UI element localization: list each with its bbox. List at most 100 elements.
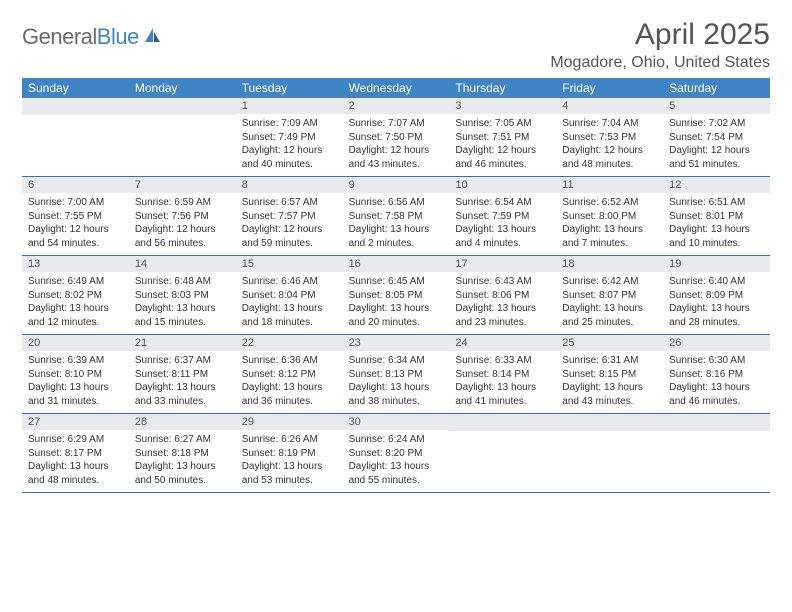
date-number: 5: [663, 98, 770, 114]
sunrise-text: Sunrise: 7:07 AM: [349, 117, 444, 131]
sunset-text: Sunset: 8:19 PM: [242, 447, 337, 461]
calendar-cell: [22, 98, 129, 176]
title-block: April 2025 Mogadore, Ohio, United States: [550, 18, 770, 72]
date-number: 17: [449, 256, 556, 272]
calendar-cell: 12Sunrise: 6:51 AMSunset: 8:01 PMDayligh…: [663, 177, 770, 255]
daylight-text: Daylight: 13 hours and 55 minutes.: [349, 460, 444, 487]
sunset-text: Sunset: 7:58 PM: [349, 210, 444, 224]
day-details: Sunrise: 6:29 AMSunset: 8:17 PMDaylight:…: [22, 430, 129, 491]
sunset-text: Sunset: 7:53 PM: [562, 131, 657, 145]
date-number: 1: [236, 98, 343, 114]
location-text: Mogadore, Ohio, United States: [550, 54, 770, 72]
date-number: 7: [129, 177, 236, 193]
date-number: 20: [22, 335, 129, 351]
daylight-text: Daylight: 12 hours and 43 minutes.: [349, 144, 444, 171]
date-number: 27: [22, 414, 129, 430]
day-header: Saturday: [663, 78, 770, 98]
logo-text-general: General: [22, 24, 97, 50]
sunset-text: Sunset: 8:11 PM: [135, 368, 230, 382]
date-number: 24: [449, 335, 556, 351]
day-header-row: SundayMondayTuesdayWednesdayThursdayFrid…: [22, 78, 770, 98]
sunrise-text: Sunrise: 7:02 AM: [669, 117, 764, 131]
sunset-text: Sunset: 8:02 PM: [28, 289, 123, 303]
day-details: Sunrise: 6:26 AMSunset: 8:19 PMDaylight:…: [236, 430, 343, 491]
daylight-text: Daylight: 13 hours and 25 minutes.: [562, 302, 657, 329]
day-details: Sunrise: 6:46 AMSunset: 8:04 PMDaylight:…: [236, 272, 343, 333]
sunrise-text: Sunrise: 6:45 AM: [349, 275, 444, 289]
sunrise-text: Sunrise: 6:42 AM: [562, 275, 657, 289]
calendar-cell: 22Sunrise: 6:36 AMSunset: 8:12 PMDayligh…: [236, 335, 343, 413]
sunset-text: Sunset: 8:03 PM: [135, 289, 230, 303]
day-header: Wednesday: [343, 78, 450, 98]
date-number: 21: [129, 335, 236, 351]
date-number: 10: [449, 177, 556, 193]
daylight-text: Daylight: 13 hours and 33 minutes.: [135, 381, 230, 408]
daylight-text: Daylight: 13 hours and 41 minutes.: [455, 381, 550, 408]
sail-icon: [143, 26, 163, 49]
sunrise-text: Sunrise: 6:40 AM: [669, 275, 764, 289]
calendar-cell: 18Sunrise: 6:42 AMSunset: 8:07 PMDayligh…: [556, 256, 663, 334]
day-details: Sunrise: 6:57 AMSunset: 7:57 PMDaylight:…: [236, 193, 343, 254]
empty-date-bar: [556, 414, 663, 431]
sunset-text: Sunset: 8:06 PM: [455, 289, 550, 303]
empty-date-bar: [129, 98, 236, 115]
week-row: 6Sunrise: 7:00 AMSunset: 7:55 PMDaylight…: [22, 177, 770, 256]
calendar-cell: 28Sunrise: 6:27 AMSunset: 8:18 PMDayligh…: [129, 414, 236, 492]
day-details: Sunrise: 6:33 AMSunset: 8:14 PMDaylight:…: [449, 351, 556, 412]
day-header: Monday: [129, 78, 236, 98]
calendar-cell: 27Sunrise: 6:29 AMSunset: 8:17 PMDayligh…: [22, 414, 129, 492]
day-details: Sunrise: 6:59 AMSunset: 7:56 PMDaylight:…: [129, 193, 236, 254]
sunrise-text: Sunrise: 6:30 AM: [669, 354, 764, 368]
daylight-text: Daylight: 13 hours and 7 minutes.: [562, 223, 657, 250]
calendar-cell: 15Sunrise: 6:46 AMSunset: 8:04 PMDayligh…: [236, 256, 343, 334]
calendar-cell: [449, 414, 556, 492]
sunrise-text: Sunrise: 6:51 AM: [669, 196, 764, 210]
week-row: 27Sunrise: 6:29 AMSunset: 8:17 PMDayligh…: [22, 414, 770, 493]
calendar-cell: 16Sunrise: 6:45 AMSunset: 8:05 PMDayligh…: [343, 256, 450, 334]
date-number: 23: [343, 335, 450, 351]
calendar-cell: 23Sunrise: 6:34 AMSunset: 8:13 PMDayligh…: [343, 335, 450, 413]
day-details: Sunrise: 6:42 AMSunset: 8:07 PMDaylight:…: [556, 272, 663, 333]
sunrise-text: Sunrise: 7:00 AM: [28, 196, 123, 210]
sunset-text: Sunset: 8:04 PM: [242, 289, 337, 303]
sunrise-text: Sunrise: 6:29 AM: [28, 433, 123, 447]
date-number: 22: [236, 335, 343, 351]
daylight-text: Daylight: 13 hours and 12 minutes.: [28, 302, 123, 329]
calendar-cell: 8Sunrise: 6:57 AMSunset: 7:57 PMDaylight…: [236, 177, 343, 255]
sunrise-text: Sunrise: 6:54 AM: [455, 196, 550, 210]
sunrise-text: Sunrise: 6:33 AM: [455, 354, 550, 368]
sunrise-text: Sunrise: 6:56 AM: [349, 196, 444, 210]
date-number: 29: [236, 414, 343, 430]
daylight-text: Daylight: 13 hours and 2 minutes.: [349, 223, 444, 250]
date-number: 26: [663, 335, 770, 351]
date-number: 15: [236, 256, 343, 272]
daylight-text: Daylight: 13 hours and 48 minutes.: [28, 460, 123, 487]
sunrise-text: Sunrise: 6:34 AM: [349, 354, 444, 368]
date-number: 25: [556, 335, 663, 351]
sunset-text: Sunset: 8:20 PM: [349, 447, 444, 461]
calendar-cell: 21Sunrise: 6:37 AMSunset: 8:11 PMDayligh…: [129, 335, 236, 413]
day-details: Sunrise: 6:48 AMSunset: 8:03 PMDaylight:…: [129, 272, 236, 333]
daylight-text: Daylight: 13 hours and 46 minutes.: [669, 381, 764, 408]
day-details: Sunrise: 6:52 AMSunset: 8:00 PMDaylight:…: [556, 193, 663, 254]
sunrise-text: Sunrise: 6:26 AM: [242, 433, 337, 447]
daylight-text: Daylight: 12 hours and 56 minutes.: [135, 223, 230, 250]
calendar-cell: [663, 414, 770, 492]
day-details: Sunrise: 7:05 AMSunset: 7:51 PMDaylight:…: [449, 114, 556, 175]
sunset-text: Sunset: 8:15 PM: [562, 368, 657, 382]
day-details: Sunrise: 7:07 AMSunset: 7:50 PMDaylight:…: [343, 114, 450, 175]
calendar-cell: 30Sunrise: 6:24 AMSunset: 8:20 PMDayligh…: [343, 414, 450, 492]
sunset-text: Sunset: 7:54 PM: [669, 131, 764, 145]
sunrise-text: Sunrise: 6:59 AM: [135, 196, 230, 210]
sunrise-text: Sunrise: 6:46 AM: [242, 275, 337, 289]
sunset-text: Sunset: 8:00 PM: [562, 210, 657, 224]
sunset-text: Sunset: 8:10 PM: [28, 368, 123, 382]
daylight-text: Daylight: 12 hours and 59 minutes.: [242, 223, 337, 250]
calendar-cell: 25Sunrise: 6:31 AMSunset: 8:15 PMDayligh…: [556, 335, 663, 413]
sunset-text: Sunset: 7:59 PM: [455, 210, 550, 224]
sunrise-text: Sunrise: 6:39 AM: [28, 354, 123, 368]
day-details: Sunrise: 7:04 AMSunset: 7:53 PMDaylight:…: [556, 114, 663, 175]
day-details: Sunrise: 6:40 AMSunset: 8:09 PMDaylight:…: [663, 272, 770, 333]
logo-text-blue: Blue: [97, 24, 139, 50]
daylight-text: Daylight: 12 hours and 54 minutes.: [28, 223, 123, 250]
